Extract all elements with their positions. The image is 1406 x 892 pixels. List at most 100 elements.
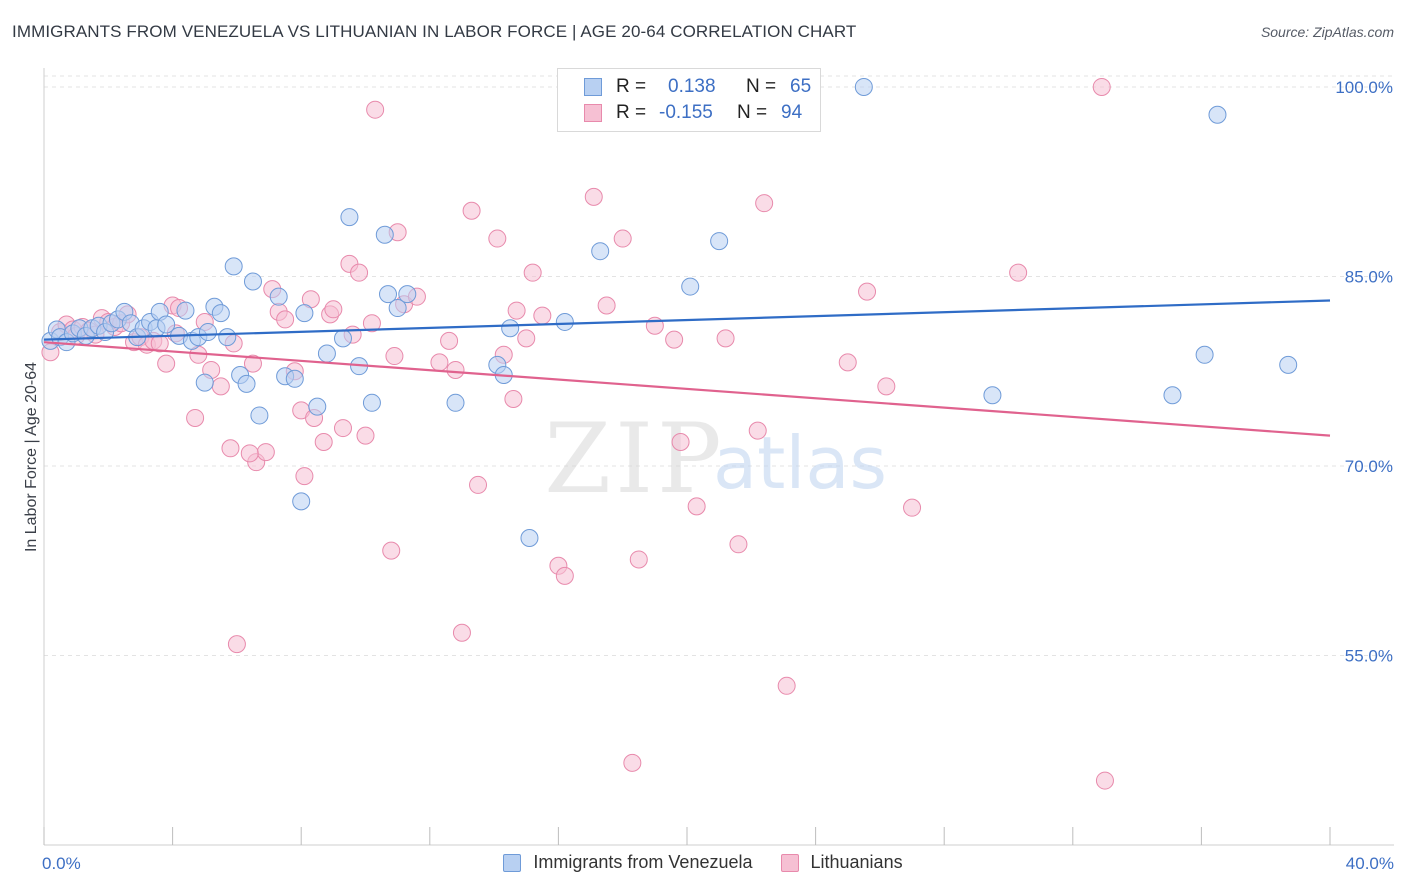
lithuanian-point: [716, 329, 735, 348]
venezuela-point: [1195, 345, 1214, 364]
lithuanian-point: [430, 353, 449, 372]
lithuanian-point: [903, 498, 922, 517]
legend-swatch-pink: [780, 853, 799, 872]
y-tick-label: 70.0%: [1345, 457, 1393, 476]
lithuanian-point: [362, 314, 381, 333]
series-legend: Immigrants from Venezuela Lithuanians: [0, 852, 1406, 873]
venezuela-point: [237, 374, 256, 393]
lithuanian-point: [385, 347, 404, 366]
lithuanian-point: [350, 263, 369, 282]
lithuanian-point: [382, 541, 401, 560]
venezuela-trend-line: [43, 299, 1331, 341]
venezuela-point: [388, 299, 407, 318]
lithuanian-point: [517, 329, 536, 348]
venezuela-points: [41, 77, 1298, 547]
venezuela-point: [250, 406, 269, 425]
legend-row-lithuanians: R = -0.155 N = 94: [584, 101, 802, 125]
lithuanian-point: [838, 353, 857, 372]
lithuanian-point: [243, 354, 262, 373]
legend-r-value: -0.155: [659, 102, 713, 123]
x-tick-label: 40.0%: [1346, 854, 1394, 873]
lithuanian-trend-line: [43, 341, 1331, 437]
legend-r-label: R =: [616, 102, 647, 123]
venezuela-point: [854, 77, 873, 96]
lithuanian-point: [295, 467, 314, 486]
lithuanian-point: [858, 282, 877, 301]
lithuanian-point: [314, 432, 333, 451]
venezuela-point: [292, 492, 311, 511]
lithuanian-point: [584, 187, 603, 206]
venezuela-point: [295, 304, 314, 323]
venezuela-point: [157, 315, 176, 334]
lithuanian-point: [446, 360, 465, 379]
lithuanian-point: [523, 263, 542, 282]
lithuanian-point: [687, 497, 706, 516]
venezuela-point: [398, 285, 417, 304]
venezuela-point: [333, 329, 352, 348]
lithuanian-point: [276, 310, 295, 329]
legend-series-name: Immigrants from Venezuela: [533, 852, 753, 872]
y-tick-label: 55.0%: [1345, 646, 1393, 665]
legend-series-name: Lithuanians: [810, 852, 903, 872]
venezuela-point: [983, 386, 1002, 405]
lithuanian-point: [356, 426, 375, 445]
lithuanian-point: [366, 100, 385, 119]
lithuanian-point: [623, 753, 642, 772]
lithuanian-point: [440, 331, 459, 350]
venezuela-point: [362, 393, 381, 412]
y-tick-label: 100.0%: [1335, 78, 1393, 97]
venezuela-point: [681, 277, 700, 296]
axes: [43, 68, 1394, 846]
venezuela-point: [710, 232, 729, 251]
lithuanian-point: [221, 439, 240, 458]
venezuela-point: [218, 328, 237, 347]
venezuela-point: [211, 304, 230, 323]
venezuela-point: [555, 312, 574, 331]
trend-lines: [43, 299, 1331, 437]
x-tick-label: 0.0%: [42, 854, 81, 873]
lithuanian-point: [333, 419, 352, 438]
venezuela-point: [446, 393, 465, 412]
venezuela-point: [269, 287, 288, 306]
venezuela-point: [501, 319, 520, 338]
venezuela-point: [1279, 355, 1298, 374]
lithuanian-point: [157, 354, 176, 373]
lithuanian-point: [469, 475, 488, 494]
legend-swatch-blue: [584, 78, 602, 96]
legend-n-value: 65: [790, 76, 812, 97]
watermark-atlas: atlas: [713, 421, 887, 505]
stats-legend: R = 0.138 N = 65 R = -0.155 N = 94: [557, 68, 821, 132]
lithuanian-point: [729, 535, 748, 554]
legend-item-venezuela: Immigrants from Venezuela: [503, 852, 753, 873]
legend-item-lithuanians: Lithuanians: [780, 852, 903, 873]
y-tick-label: 85.0%: [1345, 267, 1393, 286]
legend-n-label: N =: [737, 102, 768, 123]
chart-title: IMMIGRANTS FROM VENEZUELA VS LITHUANIAN …: [12, 22, 857, 41]
venezuela-point: [176, 301, 195, 320]
lithuanian-point: [597, 296, 616, 315]
lithuanian-point: [211, 377, 230, 396]
lithuanian-point: [671, 432, 690, 451]
lithuanian-point: [186, 408, 205, 427]
source-credit: Source: ZipAtlas.com: [1260, 24, 1394, 40]
venezuela-point: [198, 323, 217, 342]
lithuanian-point: [629, 550, 648, 569]
venezuela-point: [520, 528, 539, 547]
lithuanian-point: [488, 229, 507, 248]
tick-labels: 100.0% 85.0% 70.0% 55.0% 0.0% 40.0%: [42, 78, 1394, 873]
lithuanian-point: [1009, 263, 1028, 282]
watermark-zip: ZIP: [544, 403, 725, 515]
lithuanian-point: [452, 623, 471, 642]
lithuanian-point: [748, 421, 767, 440]
lithuanian-point: [507, 301, 526, 320]
lithuanian-point: [613, 229, 632, 248]
legend-swatch-blue: [503, 853, 522, 872]
venezuela-point: [375, 225, 394, 244]
venezuela-point: [340, 208, 359, 227]
lithuanian-point: [1092, 77, 1111, 96]
lithuanian-point: [462, 201, 481, 220]
lithuanian-point: [777, 676, 796, 695]
lithuanian-point: [1095, 771, 1114, 790]
venezuela-point: [195, 373, 214, 392]
lithuanian-point: [533, 306, 552, 325]
